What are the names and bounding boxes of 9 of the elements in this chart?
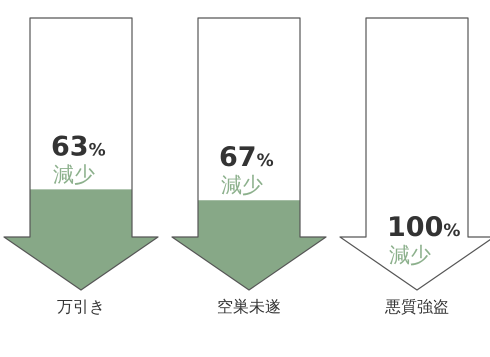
category-label: 悪質強盗: [384, 297, 449, 316]
text: 減少: [389, 243, 431, 267]
text: 減少: [221, 173, 263, 198]
category-label: 万引き: [57, 297, 105, 316]
data-label: 63%: [51, 131, 106, 162]
category-label: 空巣未遂: [217, 297, 281, 316]
data-label: 100%: [387, 212, 460, 243]
data-label: 67%: [219, 142, 274, 174]
text: 減少: [53, 162, 95, 186]
